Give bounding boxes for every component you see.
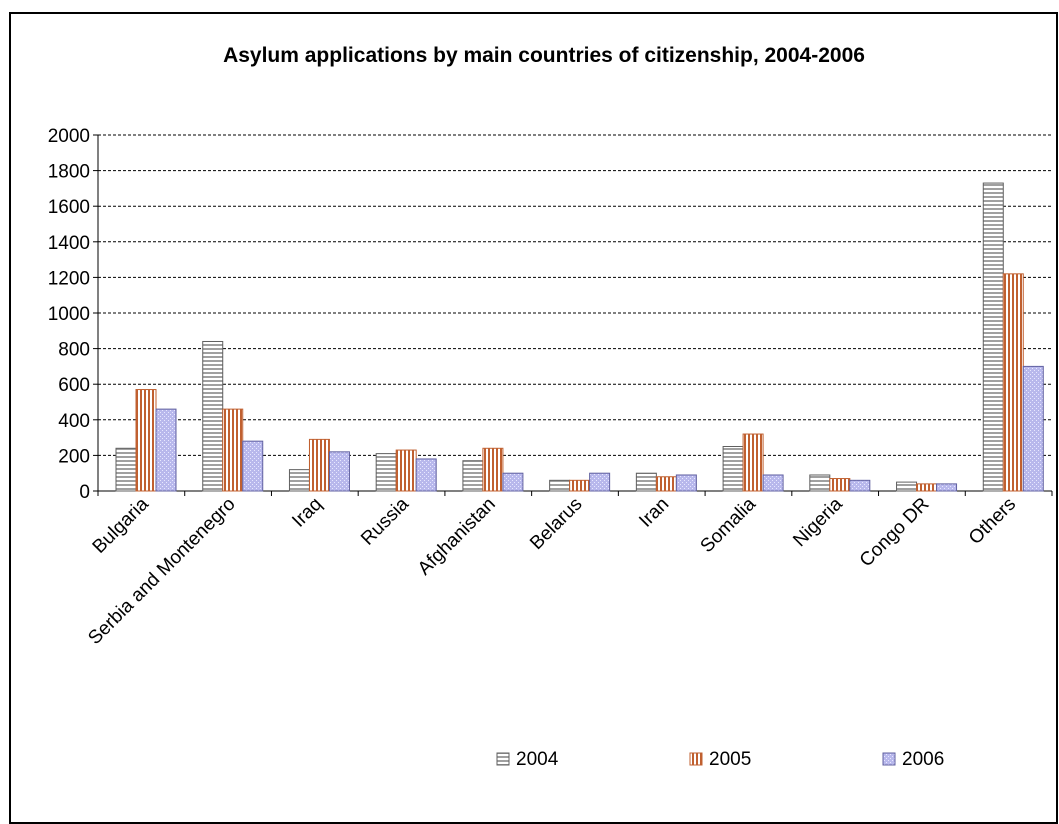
chart-frame <box>9 12 1058 824</box>
x-tick-label: Afghanistan <box>414 494 500 580</box>
bar-2006-somalia <box>762 474 784 492</box>
bar-2005-iraq <box>308 438 330 492</box>
bar-2005-iran <box>655 476 677 492</box>
bar-2004-belarus <box>549 479 571 492</box>
x-tick-label: Congo DR <box>856 494 934 572</box>
bar-2004-russia <box>375 453 397 492</box>
legend-swatch-2005 <box>689 752 703 766</box>
grid-lines <box>93 134 1052 492</box>
legend-label-2004: 2004 <box>516 749 559 770</box>
bar-2004-nigeria <box>809 474 831 492</box>
x-tick-label: Bulgaria <box>89 493 153 557</box>
bar-2005-serbia-and-montenegro <box>222 408 244 492</box>
bar-2004-bulgaria <box>115 447 137 492</box>
bars <box>115 182 1044 492</box>
legend-label-2006: 2006 <box>902 749 944 770</box>
y-tick-label: 800 <box>58 340 90 361</box>
bar-2006-nigeria <box>849 479 871 492</box>
bar-2006-congo-dr <box>936 483 958 492</box>
bar-2005-others <box>1002 273 1024 492</box>
bar-2004-congo-dr <box>896 481 918 492</box>
legend-swatch-2004 <box>496 752 510 766</box>
y-tick-label: 2000 <box>48 126 90 147</box>
bar-2006-others <box>1022 365 1044 492</box>
bar-2005-nigeria <box>829 478 851 492</box>
bar-2006-belarus <box>589 472 611 492</box>
x-tick-label: Somalia <box>697 493 761 557</box>
x-tick-label: Others <box>965 494 1020 549</box>
bar-2005-somalia <box>742 433 764 492</box>
y-tick-label: 1200 <box>48 268 90 289</box>
y-tick-label: 1800 <box>48 162 90 183</box>
y-tick-label: 1400 <box>48 233 90 254</box>
chart-title: Asylum applications by main countries of… <box>223 44 865 67</box>
bar-2006-serbia-and-montenegro <box>242 440 264 492</box>
bar-2005-bulgaria <box>135 389 157 492</box>
bar-2005-belarus <box>569 479 591 492</box>
y-tick-label: 600 <box>58 375 90 396</box>
bar-2005-congo-dr <box>916 483 938 492</box>
legend: 2004 2005 2006 <box>496 749 944 770</box>
x-tick-label: Iraq <box>288 494 326 532</box>
y-tick-label: 1600 <box>48 197 90 218</box>
bar-2006-russia <box>415 458 437 492</box>
bar-2005-russia <box>395 449 417 492</box>
y-tick-label: 200 <box>58 446 90 467</box>
bar-2005-afghanistan <box>482 447 504 492</box>
bar-2004-afghanistan <box>462 460 484 492</box>
y-tick-labels: 0 200 400 600 800 1000 1200 1400 1600 1800 2000 <box>48 126 90 503</box>
bar-2006-afghanistan <box>502 472 524 492</box>
bar-2004-others <box>982 182 1004 492</box>
bar-2006-iraq <box>328 451 350 492</box>
x-tick-label: Iran <box>635 494 673 532</box>
bar-2004-somalia <box>722 446 744 492</box>
bar-2004-iraq <box>288 469 310 492</box>
x-tick-label: Belarus <box>526 494 586 554</box>
bar-2006-iran <box>675 474 697 492</box>
x-tick-label: Serbia and Montenegro <box>84 494 239 649</box>
bar-2006-bulgaria <box>155 408 177 492</box>
y-tick-label: 0 <box>79 482 90 503</box>
bar-2004-serbia-and-montenegro <box>202 340 224 492</box>
legend-label-2005: 2005 <box>709 749 751 770</box>
legend-swatch-2006 <box>882 752 896 766</box>
x-tick-label: Nigeria <box>789 493 847 551</box>
y-tick-label: 1000 <box>48 304 90 325</box>
y-tick-label: 400 <box>58 411 90 432</box>
x-tick-label: Russia <box>357 493 413 549</box>
bar-2004-iran <box>635 472 657 492</box>
